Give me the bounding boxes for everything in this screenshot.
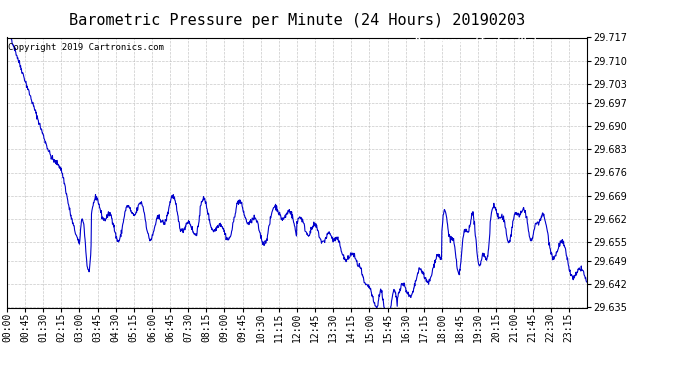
Text: Copyright 2019 Cartronics.com: Copyright 2019 Cartronics.com [8,43,164,52]
Text: Barometric Pressure per Minute (24 Hours) 20190203: Barometric Pressure per Minute (24 Hours… [68,13,525,28]
